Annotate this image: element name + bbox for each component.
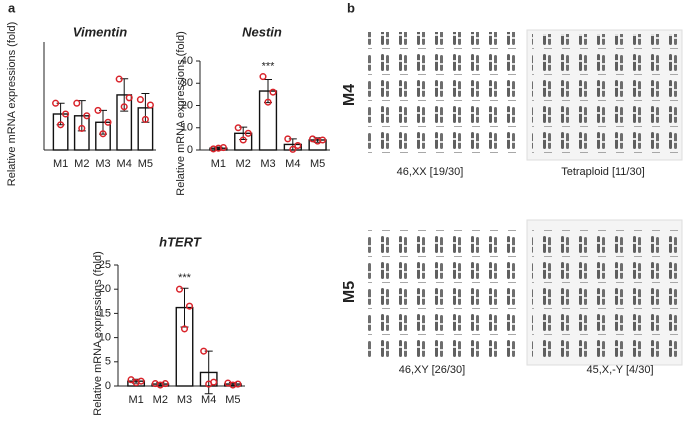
data-point [284,135,292,143]
y-tick-label: 25 [99,259,111,271]
y-tick-label: 0 [105,380,111,392]
karyotype-m5: M5 46,XY [26/30] 45,X,-Y [4/30] [341,219,683,376]
data-point [319,136,327,144]
data-point [120,103,128,111]
karyogram [368,228,520,358]
data-point [234,380,242,388]
x-tick-label: M2 [74,158,89,170]
y-tick-label: 0 [187,144,193,156]
significance: *** [178,272,192,284]
x-tick-label: M4 [285,158,300,170]
data-point [239,136,247,144]
chart-title: Nestin [242,24,282,39]
data-point [269,88,277,96]
y-tick-label: 20 [181,99,193,111]
data-point [83,112,91,120]
y-tick-label: 40 [181,55,193,67]
karyogram [532,34,678,156]
y-tick-label: 20 [99,283,111,295]
y-tick-label: 10 [99,332,111,344]
panel-label: a [8,0,16,15]
data-point [185,302,194,310]
data-point [136,96,144,104]
karyotype-caption: 46,XY [26/30] [399,364,465,376]
karyotype-label: M5 [341,281,358,303]
data-point [62,110,70,118]
karyotype-caption: 46,XX [19/30] [397,166,464,178]
x-tick-label: M3 [260,158,275,170]
data-point [146,101,154,109]
data-point [244,129,252,137]
data-point [200,347,208,355]
x-tick-label: M2 [153,394,168,406]
x-tick-label: M3 [95,158,110,170]
x-tick-label: M5 [138,158,153,170]
data-point [127,376,135,384]
data-point [210,378,218,386]
data-point [234,124,242,132]
data-point [175,285,184,293]
x-tick-label: M3 [177,394,192,406]
x-tick-label: M1 [53,158,68,170]
x-tick-label: M1 [211,158,226,170]
chart-title: hTERT [159,234,202,249]
x-tick-label: M4 [117,158,132,170]
x-tick-label: M2 [236,158,251,170]
y-tick-label: 15 [99,307,111,319]
data-point [99,130,107,138]
karyogram [532,228,678,358]
data-point [219,144,227,152]
x-tick-label: M4 [201,394,216,406]
data-point [57,121,65,129]
data-point [104,118,112,126]
significance: *** [262,60,276,72]
y-tick-label: 5 [105,356,111,368]
karyotype-label: M4 [341,84,358,106]
data-point [161,380,169,388]
data-point [115,75,123,83]
data-point [259,73,267,81]
data-point [264,98,272,106]
karyotype-caption: 45,X,-Y [4/30] [586,364,653,376]
data-point [294,142,302,150]
data-point [94,106,102,114]
data-point [52,99,60,107]
chart-title: Vimentin [73,24,127,39]
data-point [289,145,297,153]
karyotype-caption: Tetraploid [11/30] [561,166,645,178]
data-point [180,325,189,333]
karyogram [368,32,520,154]
data-point [78,124,86,132]
data-point [125,94,133,102]
karyotype-m4: M4 46,XX [19/30] Tetraploid [11/30] [341,29,683,178]
panel-label: b [347,0,355,15]
x-tick-label: M5 [310,158,325,170]
x-tick-label: M5 [225,394,240,406]
y-tick-label: 10 [181,122,193,134]
data-point [137,377,145,385]
x-tick-label: M1 [128,394,143,406]
data-point [73,99,81,107]
y-tick-label: 30 [181,77,193,89]
data-point [141,115,149,123]
y-axis-title: Relative mRNA expressions (fold) [175,31,187,195]
y-axis-title: Relative mRNA expressions (fold) [92,251,104,415]
y-axis-title: Relative mRNA expressions (fold) [6,22,18,186]
